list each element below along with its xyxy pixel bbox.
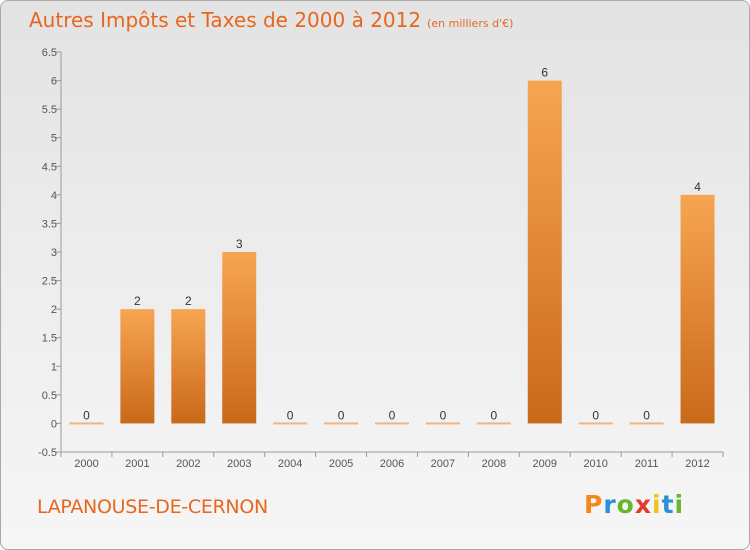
bar [680,194,715,424]
x-tick-label: 2009 [533,458,557,470]
bar [425,422,460,425]
y-tick-label: 1.5 [42,333,57,345]
logo-letter: o [616,490,635,519]
data-label: 0 [83,408,90,422]
logo-letter: t [661,490,675,519]
x-tick-label: 2005 [329,458,353,470]
bar [476,422,511,425]
data-label: 2 [134,294,141,308]
logo-letter: x [634,490,652,519]
y-tick-label: 0 [51,418,57,430]
data-label: 0 [389,408,396,422]
x-tick-label: 2000 [74,458,98,470]
y-tick-label: 5 [51,133,57,145]
logo-letter: i [652,490,662,519]
x-tick-label: 2004 [278,458,302,470]
data-label: 0 [592,408,599,422]
data-label: 6 [541,66,548,80]
data-label: 4 [694,180,701,194]
bar [578,422,613,425]
logo-letter: i [674,490,685,519]
bar [222,252,257,424]
y-tick-label: 3.5 [42,218,57,230]
y-tick-label: 5.5 [42,104,57,116]
y-tick-label: 4.5 [42,161,57,173]
chart-title: Autres Impôts et Taxes de 2000 à 2012 [29,8,422,32]
logo-letter: r [603,490,617,519]
chart-title-block: Autres Impôts et Taxes de 2000 à 2012 (en… [29,8,513,32]
y-tick-label: 2.5 [42,276,57,288]
y-tick-label: 6.5 [42,47,57,59]
bar [324,422,359,425]
x-tick-label: 2006 [380,458,404,470]
bar [69,422,104,425]
x-tick-label: 2012 [685,458,709,470]
x-tick-label: 2011 [635,458,659,470]
x-tick-label: 2008 [482,458,506,470]
x-tick-label: 2003 [227,458,251,470]
data-label: 3 [236,237,243,251]
data-label: 0 [440,408,447,422]
y-tick-label: 4 [51,190,57,202]
chart-subtitle: (en milliers d'€) [427,17,514,30]
y-tick-label: 0.5 [42,390,57,402]
data-label: 0 [287,408,294,422]
proxiti-logo: Proxiti [584,490,684,519]
data-label: 2 [185,294,192,308]
location-name: LAPANOUSE-DE-CERNON [37,496,268,518]
y-tick-label: 1 [51,361,57,373]
bar [527,80,562,424]
logo-letter: P [584,490,604,519]
bar [273,422,308,425]
x-tick-label: 2010 [583,458,607,470]
y-tick-label: 2 [51,304,57,316]
data-label: 0 [491,408,498,422]
y-tick-label: 6 [51,76,57,88]
y-tick-label: -0.5 [38,447,57,459]
bar [629,422,664,425]
x-tick-label: 2001 [125,458,149,470]
bar [120,309,155,424]
x-tick-label: 2007 [431,458,455,470]
bar [375,422,409,425]
data-label: 0 [643,408,650,422]
data-label: 0 [338,408,345,422]
y-tick-label: 3 [51,247,57,259]
bar [171,309,206,424]
x-tick-label: 2002 [176,458,200,470]
